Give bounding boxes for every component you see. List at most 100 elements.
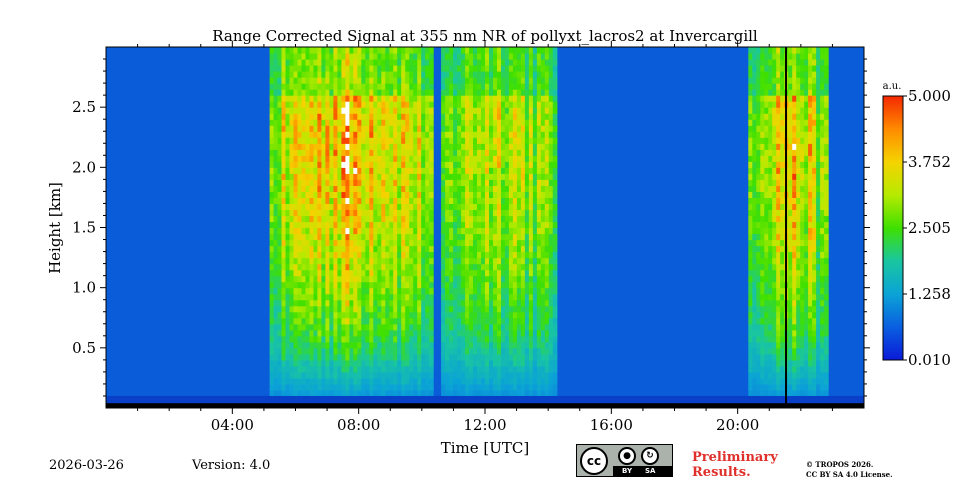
heat-cell xyxy=(373,383,378,391)
heat-cell xyxy=(445,311,450,319)
heat-cell xyxy=(469,191,474,198)
heat-cell xyxy=(357,125,362,132)
heat-cell xyxy=(425,269,430,277)
heat-cell xyxy=(365,287,370,295)
heat-cell xyxy=(489,101,494,108)
heat-cell xyxy=(321,221,326,229)
heat-cell xyxy=(768,65,773,72)
heat-cell xyxy=(401,101,406,108)
heat-cell xyxy=(377,329,382,337)
heat-cell xyxy=(453,173,458,180)
heat-cell xyxy=(548,203,554,210)
heat-cell xyxy=(413,239,418,247)
heat-cell xyxy=(429,161,434,168)
heat-cell xyxy=(477,281,482,289)
heat-cell xyxy=(377,167,382,174)
heat-cell xyxy=(768,299,773,307)
heat-cell xyxy=(489,143,494,150)
heat-cell xyxy=(516,167,522,174)
heat-cell xyxy=(752,371,757,379)
heat-cell xyxy=(429,149,434,156)
heat-cell xyxy=(425,95,430,102)
heat-cell xyxy=(441,389,446,397)
heat-cell xyxy=(269,197,275,204)
heat-cell xyxy=(760,185,765,192)
heat-cell xyxy=(417,203,422,210)
heat-cell xyxy=(453,47,458,54)
heat-cell xyxy=(309,323,315,331)
heat-cell xyxy=(532,359,538,367)
heat-cell xyxy=(277,155,283,162)
heat-cell xyxy=(273,173,279,180)
heat-cell xyxy=(536,59,542,66)
heat-cell xyxy=(524,317,530,325)
heat-cell xyxy=(473,125,478,132)
heat-cell xyxy=(333,281,338,289)
heat-cell xyxy=(341,227,346,235)
heat-cell xyxy=(508,281,514,289)
heat-cell xyxy=(772,269,777,277)
heat-cell xyxy=(528,185,534,192)
heat-cell xyxy=(457,269,462,277)
heat-cell xyxy=(341,311,346,319)
heat-cell xyxy=(289,269,295,277)
heat-cell xyxy=(772,317,777,325)
heat-cell xyxy=(393,173,398,180)
heat-cell xyxy=(313,137,319,144)
heat-cell xyxy=(516,269,522,277)
heat-cell xyxy=(501,101,506,108)
heat-cell xyxy=(365,251,370,259)
heat-cell xyxy=(548,335,554,343)
heat-cell xyxy=(277,107,283,114)
heat-cell xyxy=(441,239,446,247)
heat-cell xyxy=(796,275,801,283)
heat-cell xyxy=(321,347,326,355)
heat-cell xyxy=(748,209,753,217)
heat-cell xyxy=(449,353,454,361)
heat-cell xyxy=(528,215,534,223)
heat-cell xyxy=(329,245,334,253)
heat-cell xyxy=(273,287,279,295)
heat-cell xyxy=(760,335,765,343)
heat-cell xyxy=(780,125,785,132)
heat-cell xyxy=(477,185,482,192)
heat-cell xyxy=(421,185,426,192)
heat-cell xyxy=(369,305,374,313)
heat-cell xyxy=(289,113,295,120)
heat-cell xyxy=(353,125,358,132)
heat-cell xyxy=(313,185,319,192)
heat-cell xyxy=(329,95,334,102)
heat-cell xyxy=(516,179,522,186)
heat-cell xyxy=(473,389,478,397)
heat-cell xyxy=(273,293,279,301)
heat-cell xyxy=(301,125,307,132)
heat-cell xyxy=(760,257,765,265)
heat-cell xyxy=(768,371,773,379)
heat-cell xyxy=(417,293,422,301)
heat-cell xyxy=(473,77,478,84)
heat-cell xyxy=(760,47,765,54)
heat-cell xyxy=(453,65,458,72)
heat-cell xyxy=(485,281,490,289)
heat-cell xyxy=(552,251,558,259)
heat-cell xyxy=(417,341,422,349)
heat-cell xyxy=(540,317,546,325)
heat-cell xyxy=(285,143,291,150)
heat-cell xyxy=(477,251,482,259)
heat-cell xyxy=(792,359,797,367)
heat-cell xyxy=(373,197,378,204)
heat-cell xyxy=(477,287,482,295)
heat-cell xyxy=(397,335,402,343)
heat-cell xyxy=(768,53,773,60)
heat-cell xyxy=(353,341,358,349)
heat-cell xyxy=(461,227,466,235)
heat-cell xyxy=(329,347,334,355)
heat-cell xyxy=(516,371,522,379)
heat-cell xyxy=(504,305,510,313)
heat-cell xyxy=(441,107,446,114)
heat-cell xyxy=(289,311,295,319)
heat-cell xyxy=(544,257,550,265)
heat-cell xyxy=(381,251,386,259)
heat-cell xyxy=(429,113,434,120)
heat-cell xyxy=(405,281,410,289)
